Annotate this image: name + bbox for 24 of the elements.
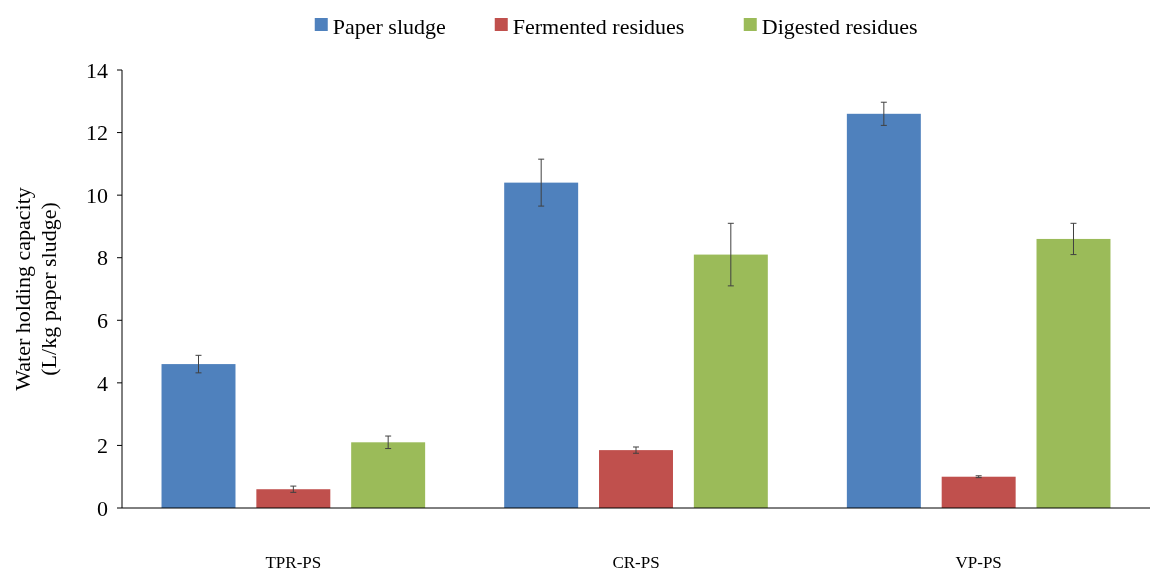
y-tick-label: 6 — [97, 307, 108, 333]
y-tick-label: 10 — [86, 182, 108, 208]
bar — [941, 476, 1016, 508]
bar — [693, 254, 768, 508]
y-tick-label: 4 — [97, 370, 108, 396]
x-tick-label: CR-PS — [612, 553, 660, 572]
x-tick-label: VP-PS — [955, 553, 1002, 572]
x-tick-label: TPR-PS — [265, 553, 322, 572]
bar — [599, 450, 673, 508]
y-tick-label: 14 — [86, 57, 108, 83]
y-axis-title: Water holding capacity (L/kg paper sludge) — [10, 187, 61, 391]
legend-label: Digested residues — [761, 13, 918, 39]
legend-label: Fermented residues — [512, 13, 685, 39]
y-tick-label: 12 — [86, 120, 108, 146]
y-tick-label: 8 — [97, 245, 108, 271]
legend-label: Paper sludge — [332, 13, 446, 39]
bar — [1036, 238, 1111, 508]
bar — [351, 442, 426, 508]
bar — [846, 113, 921, 508]
bar — [161, 364, 236, 508]
bar — [256, 489, 331, 508]
y-tick-label: 2 — [97, 433, 108, 459]
y-tick-label: 0 — [97, 495, 108, 521]
bar — [504, 182, 579, 508]
